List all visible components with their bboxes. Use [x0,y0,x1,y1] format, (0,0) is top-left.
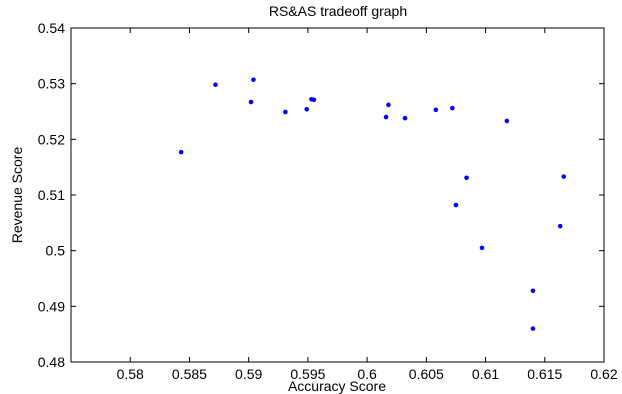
chart-title: RS&AS tradeoff graph [269,3,407,19]
y-tick-label: 0.49 [38,298,65,314]
y-tick-label: 0.51 [38,187,65,203]
x-tick-label: 0.61 [472,366,499,382]
data-point [251,77,256,83]
x-tick-label: 0.62 [590,366,617,382]
data-point [530,288,536,294]
data-point [504,118,510,124]
data-point [386,102,391,108]
data-point [557,223,563,229]
plot-area [70,27,605,363]
x-tick-label: 0.6 [357,366,377,382]
data-point [178,149,184,155]
y-tick-label: 0.48 [38,354,65,370]
data-point [311,97,317,103]
data-point [283,109,288,115]
data-point [433,107,439,113]
data-point [383,114,389,120]
data-point [453,202,459,208]
data-points [178,77,567,331]
data-point [464,175,469,181]
data-point [530,326,536,331]
data-point [304,106,310,112]
x-tick-label: 0.585 [172,366,207,382]
x-tick-label: 0.605 [409,366,444,382]
data-point [479,245,485,251]
data-point [450,105,455,111]
x-tick-label: 0.615 [527,366,562,382]
x-tick-label: 0.58 [117,366,144,382]
y-tick-label: 0.52 [38,131,65,147]
x-tick-label: 0.595 [290,366,325,382]
x-axis-label: Accuracy Score [288,378,386,394]
y-tick-label: 0.5 [46,243,66,259]
data-point [213,82,218,88]
data-point [248,99,254,105]
data-point [561,174,567,179]
x-tick-label: 0.59 [235,366,262,382]
data-point [402,115,408,121]
y-tick-label: 0.54 [38,20,65,36]
y-axis-label: Revenue Score [9,147,25,244]
y-tick-label: 0.53 [38,76,65,92]
axis-ticks: 0.58 0.585 0.59 0.595 0.6 0.605 0.61 0.615 0.62 0… [38,20,618,382]
